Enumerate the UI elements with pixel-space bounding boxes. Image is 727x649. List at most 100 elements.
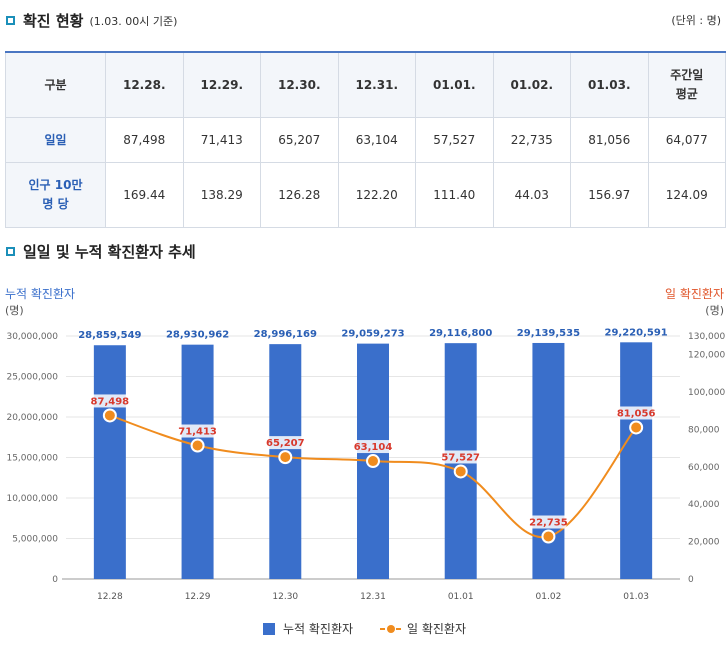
legend-line-marker bbox=[387, 625, 395, 633]
header-cell: 12.29. bbox=[182, 51, 261, 118]
bar-value-label: 28,930,962 bbox=[166, 330, 229, 341]
left-tick-label: 10,000,000 bbox=[6, 494, 58, 504]
table-subtitle: (1.03. 00시 기준) bbox=[89, 14, 178, 28]
x-tick-label: 01.02 bbox=[536, 592, 562, 602]
left-tick-label: 25,000,000 bbox=[6, 373, 58, 383]
bar bbox=[620, 342, 653, 579]
chart-title: 일일 및 누적 확진환자 추세 bbox=[23, 243, 196, 261]
left-tick-label: 15,000,000 bbox=[6, 454, 58, 464]
header-cell: 01.03. bbox=[570, 51, 649, 118]
left-tick-label: 20,000,000 bbox=[6, 413, 58, 423]
row-label: 인구 10만 명 당 bbox=[5, 162, 106, 228]
bar-value-label: 29,139,535 bbox=[517, 328, 580, 339]
line-value-label: 71,413 bbox=[178, 427, 217, 438]
bar-value-label: 28,859,549 bbox=[78, 330, 141, 341]
line-value-label: 87,498 bbox=[91, 396, 130, 407]
header-cell: 12.31. bbox=[337, 51, 416, 118]
line-value-label: 22,735 bbox=[529, 518, 568, 529]
left-tick-label: 5,000,000 bbox=[12, 535, 58, 545]
legend-bar-swatch bbox=[263, 623, 275, 635]
bar bbox=[532, 342, 565, 579]
x-tick-label: 01.03 bbox=[623, 592, 649, 602]
x-tick-label: 12.29 bbox=[185, 592, 211, 602]
x-tick-label: 12.28 bbox=[97, 592, 123, 602]
bar-value-label: 28,996,169 bbox=[254, 329, 317, 340]
legend-line-label: 일 확진환자 bbox=[407, 622, 466, 636]
table-cell: 63,104 bbox=[337, 117, 416, 163]
line-value-label: 65,207 bbox=[266, 438, 305, 449]
bar-value-label: 29,116,800 bbox=[429, 328, 492, 339]
legend-bar-label: 누적 확진환자 bbox=[283, 622, 353, 636]
right-tick-label: 40,000 bbox=[688, 500, 720, 510]
table-cell: 138.29 bbox=[182, 162, 261, 228]
line-point bbox=[453, 464, 468, 479]
x-tick-label: 01.01 bbox=[448, 592, 474, 602]
table-section-title: 확진 현황 (1.03. 00시 기준) bbox=[6, 10, 177, 31]
line-label-bg bbox=[442, 450, 479, 464]
table-row: 일일 87,498 71,413 65,207 63,104 57,527 22… bbox=[5, 117, 726, 163]
table-row: 인구 10만 명 당 169.44 138.29 126.28 122.20 1… bbox=[5, 162, 726, 228]
right-tick-label: 80,000 bbox=[688, 425, 720, 435]
line-label-bg bbox=[530, 515, 567, 529]
square-bullet-icon bbox=[6, 247, 15, 256]
line-value-label: 63,104 bbox=[354, 442, 393, 453]
line-value-label: 81,056 bbox=[617, 408, 656, 419]
stats-table: 구분 12.28. 12.29. 12.30. 12.31. 01.01. 01… bbox=[5, 51, 726, 228]
right-tick-label: 120,000 bbox=[688, 351, 725, 361]
line-point bbox=[541, 529, 556, 544]
header-cell: 12.28. bbox=[105, 51, 184, 118]
line-point bbox=[278, 450, 293, 465]
table-title: 확진 현황 bbox=[23, 12, 84, 30]
right-axis-title: 일 확진환자 bbox=[665, 287, 724, 301]
x-tick-label: 12.30 bbox=[272, 592, 298, 602]
line-point bbox=[629, 420, 644, 435]
left-axis-unit: (명) bbox=[5, 304, 24, 317]
header-cell: 구분 bbox=[5, 51, 106, 118]
line-point bbox=[190, 438, 205, 453]
table-cell: 81,056 bbox=[570, 117, 649, 163]
right-axis-unit: (명) bbox=[705, 304, 724, 317]
line-label-bg bbox=[91, 394, 128, 408]
header-cell: 12.30. bbox=[260, 51, 339, 118]
combo-chart: 누적 확진환자 (명) 일 확진환자 (명) 0 5,000,000 10,000,000 1… bbox=[5, 287, 725, 636]
unit-label: (단위 : 명) bbox=[671, 14, 721, 27]
left-axis-title: 누적 확진환자 bbox=[5, 287, 75, 301]
table-header-row: 구분 12.28. 12.29. 12.30. 12.31. 01.01. 01… bbox=[5, 51, 726, 118]
line-point bbox=[102, 408, 117, 423]
bar-value-label: 29,059,273 bbox=[341, 329, 404, 340]
bar-value-label: 29,220,591 bbox=[605, 327, 668, 338]
table-cell: 22,735 bbox=[492, 117, 571, 163]
header-cell: 주간일 평균 bbox=[647, 51, 726, 118]
row-label: 일일 bbox=[5, 117, 106, 163]
table-cell: 169.44 bbox=[105, 162, 184, 228]
right-tick-label: 100,000 bbox=[688, 388, 725, 398]
table-cell: 65,207 bbox=[260, 117, 339, 163]
table-cell: 156.97 bbox=[570, 162, 649, 228]
table-cell: 71,413 bbox=[182, 117, 261, 163]
bar bbox=[181, 344, 214, 579]
x-tick-label: 12.31 bbox=[360, 592, 386, 602]
line-label-bg bbox=[355, 440, 391, 454]
table-cell: 57,527 bbox=[415, 117, 494, 163]
table-cell: 124.09 bbox=[647, 162, 726, 228]
table-cell: 44.03 bbox=[492, 162, 571, 228]
line-point bbox=[366, 454, 380, 469]
header-cell: 01.01. bbox=[415, 51, 494, 118]
line-value-label: 57,527 bbox=[441, 452, 480, 463]
table-cell: 122.20 bbox=[337, 162, 416, 228]
table-cell: 87,498 bbox=[105, 117, 184, 163]
right-tick-label: 130,000 bbox=[688, 332, 725, 342]
right-tick-label: 20,000 bbox=[688, 538, 720, 548]
line-label-bg bbox=[267, 436, 304, 450]
table-cell: 126.28 bbox=[260, 162, 339, 228]
line-label-bg bbox=[618, 406, 655, 420]
header-cell: 01.02. bbox=[492, 51, 571, 118]
right-tick-label: 60,000 bbox=[688, 463, 720, 473]
chart-section-title: 일일 및 누적 확진환자 추세 bbox=[6, 241, 196, 262]
left-tick-label: 0 bbox=[52, 575, 58, 585]
square-bullet-icon bbox=[6, 16, 15, 25]
table-cell: 111.40 bbox=[415, 162, 494, 228]
left-tick-label: 30,000,000 bbox=[6, 332, 58, 342]
table-cell: 64,077 bbox=[647, 117, 726, 163]
bar bbox=[93, 345, 126, 579]
